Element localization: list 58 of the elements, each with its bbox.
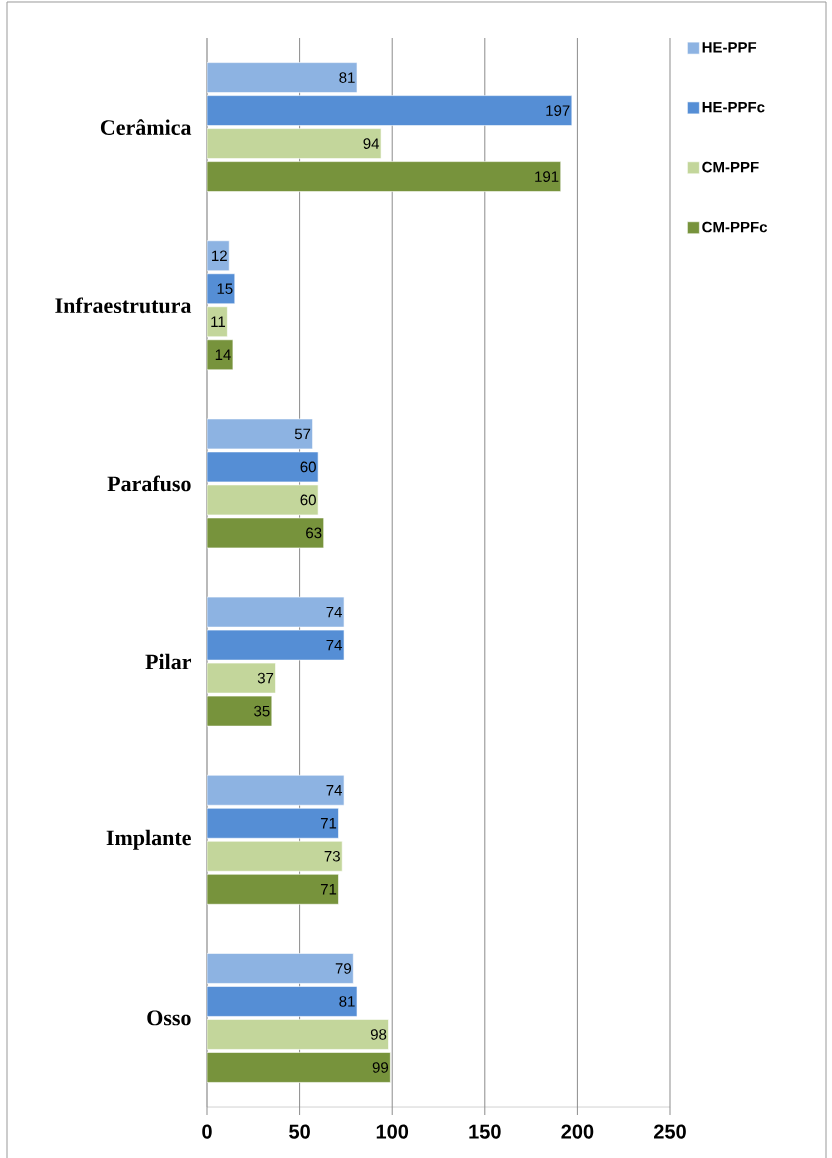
data-label: 71 [320,884,337,895]
data-label: 37 [257,672,274,684]
bar [207,95,573,126]
data-label: 74 [326,606,342,618]
legend-label: HE-PPF [702,42,757,53]
data-label: 74 [326,785,342,796]
data-label: 197 [546,105,570,116]
bar [207,484,319,516]
data-label: 15 [217,283,233,294]
data-label: 71 [320,818,337,829]
bar [207,596,345,628]
data-label: 63 [306,527,322,539]
x-tick-label: 200 [561,1124,594,1139]
data-label: 99 [372,1062,389,1073]
bar [207,1052,391,1083]
y-tick-label: Parafuso [107,475,191,492]
bar [207,873,339,905]
data-label: 60 [300,461,316,473]
x-tick-label: 0 [202,1124,212,1139]
bar [207,1019,389,1050]
bar [207,418,313,450]
y-tick-label: Osso [147,1010,191,1026]
data-label: 81 [339,72,355,83]
data-label: 60 [300,494,316,506]
bar [207,774,345,806]
data-label: 98 [370,1029,387,1040]
data-label: 79 [335,963,351,974]
legend-label: CM-PPFc [702,221,768,233]
bar [207,986,358,1017]
x-tick-label: 250 [654,1124,686,1139]
x-tick-label: 100 [376,1124,409,1139]
data-label: 14 [215,349,231,360]
y-tick-label: Implante [106,829,191,850]
bar [207,807,339,839]
bar [207,62,358,93]
data-label: 191 [535,171,559,182]
bar [207,517,324,549]
legend-label: CM-PPF [702,161,759,173]
data-label: 73 [324,850,340,862]
data-label: 57 [294,428,311,440]
bar [207,953,354,984]
bar [207,128,382,159]
y-tick-label: Infraestrutura [55,297,192,314]
bar [207,840,343,872]
legend-label: HE-PPFc [702,102,765,113]
data-label: 12 [212,250,227,261]
y-tick-label: Cerâmica [100,119,192,135]
data-label: 81 [339,996,355,1007]
data-label: 35 [254,705,270,717]
bar [207,161,562,192]
x-tick-label: 150 [469,1124,501,1139]
bar [207,629,345,661]
data-label: 11 [211,316,226,327]
x-tick-label: 50 [289,1124,310,1139]
data-label: 74 [326,639,342,651]
bar [207,451,319,483]
data-label: 94 [363,138,380,149]
y-tick-label: Pilar [145,653,192,670]
